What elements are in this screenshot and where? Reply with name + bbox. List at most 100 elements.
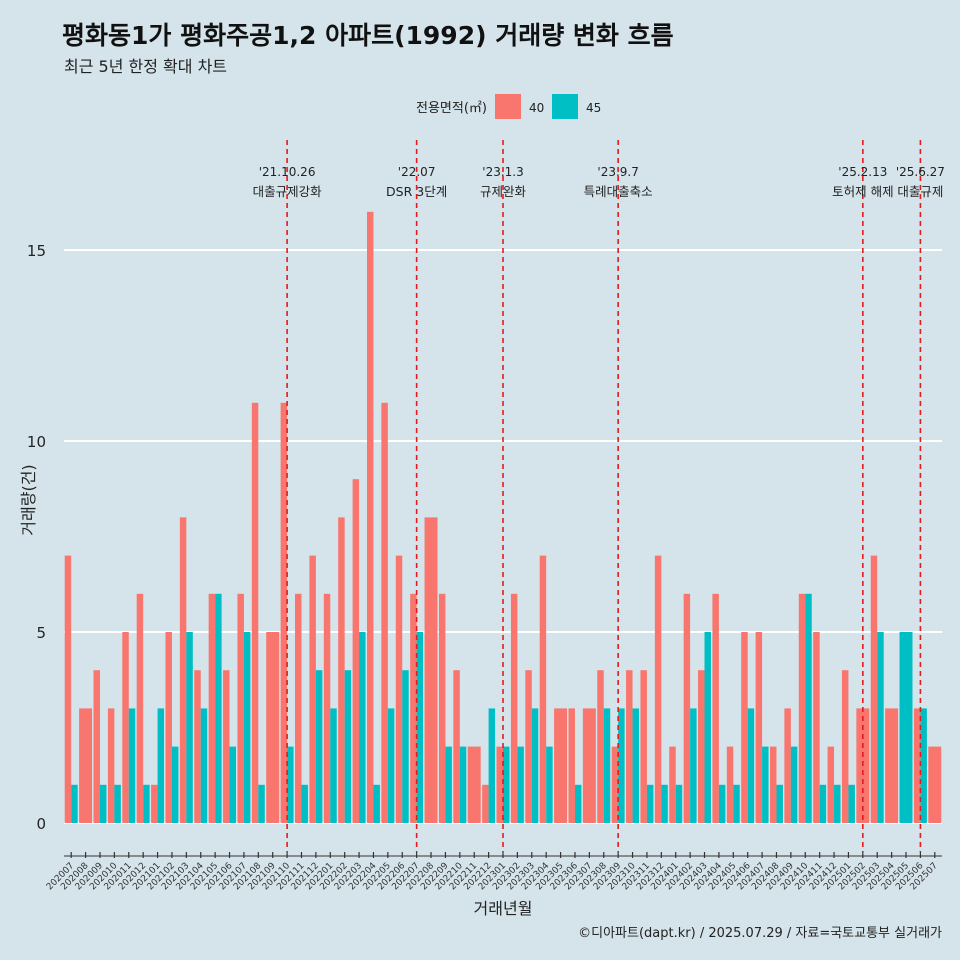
bar-45 bbox=[215, 593, 222, 823]
bar-40 bbox=[726, 746, 734, 823]
bar-40 bbox=[338, 517, 345, 823]
bar-45 bbox=[99, 784, 107, 823]
bar-40 bbox=[626, 670, 633, 823]
bar-40 bbox=[741, 632, 748, 823]
bar-45 bbox=[762, 746, 769, 823]
bar-40 bbox=[295, 593, 302, 823]
bar-45 bbox=[445, 746, 452, 823]
legend-swatch-45 bbox=[552, 94, 578, 119]
bar-45 bbox=[776, 784, 783, 823]
bar-40 bbox=[381, 402, 388, 823]
bar-40 bbox=[366, 211, 374, 824]
legend-swatch-40 bbox=[495, 94, 521, 119]
bar-40 bbox=[410, 593, 417, 823]
bar-45 bbox=[546, 746, 553, 823]
bar-40 bbox=[611, 746, 619, 823]
bar-40 bbox=[640, 670, 647, 823]
bar-40 bbox=[251, 402, 259, 823]
bar-40 bbox=[438, 593, 446, 823]
bar-40 bbox=[582, 708, 596, 823]
bar-40 bbox=[510, 593, 518, 823]
bar-45 bbox=[819, 784, 827, 823]
event-name-label: 대출규제 bbox=[897, 184, 943, 199]
bar-45 bbox=[287, 746, 294, 823]
event-date-label: '25.6.27 bbox=[896, 165, 945, 179]
bar-40 bbox=[568, 708, 575, 823]
bar-40 bbox=[870, 555, 878, 823]
bar-45 bbox=[805, 593, 812, 823]
event-name-label: 토허제 해제 bbox=[832, 184, 893, 199]
bar-45 bbox=[503, 746, 510, 823]
bar-40 bbox=[352, 479, 360, 823]
bar-40 bbox=[223, 670, 230, 823]
bar-40 bbox=[669, 746, 676, 823]
legend-label: 45 bbox=[586, 101, 601, 115]
bar-40 bbox=[453, 670, 460, 823]
bar-40 bbox=[467, 746, 481, 823]
event-date-label: '21.10.26 bbox=[259, 165, 316, 179]
bar-45 bbox=[143, 784, 150, 823]
bar-45 bbox=[646, 784, 654, 823]
bar-40 bbox=[554, 708, 568, 823]
bar-45 bbox=[517, 746, 524, 823]
bar-40 bbox=[841, 670, 849, 823]
bar-40 bbox=[395, 555, 403, 823]
bar-40 bbox=[712, 593, 719, 823]
bar-45 bbox=[747, 708, 755, 823]
bar-40 bbox=[165, 632, 172, 823]
event-date-label: '23.1.3 bbox=[482, 165, 523, 179]
bar-45 bbox=[531, 708, 539, 823]
bar-40 bbox=[784, 708, 791, 823]
legend-label: 40 bbox=[529, 101, 544, 115]
bar-45 bbox=[128, 708, 136, 823]
bar-40 bbox=[179, 517, 187, 823]
event-date-label: '25.2.13 bbox=[838, 165, 887, 179]
bar-45 bbox=[733, 784, 740, 823]
bar-45 bbox=[848, 784, 855, 823]
event-name-label: 규제완화 bbox=[480, 184, 527, 199]
bar-40 bbox=[424, 517, 438, 823]
bar-45 bbox=[618, 708, 625, 823]
bar-40 bbox=[266, 632, 280, 823]
chart-caption: ©디아파트(dapt.kr) / 2025.07.29 / 자료=국토교통부 실… bbox=[578, 926, 942, 941]
event-name-label: 특례대출축소 bbox=[584, 184, 653, 199]
bar-45 bbox=[488, 708, 496, 823]
bar-40 bbox=[698, 670, 705, 823]
bar-45 bbox=[790, 746, 798, 823]
y-tick-label: 10 bbox=[27, 433, 46, 451]
bar-40 bbox=[79, 708, 93, 823]
event-name-label: DSR 3단계 bbox=[386, 184, 447, 199]
bar-40 bbox=[151, 784, 158, 823]
bar-45 bbox=[243, 632, 251, 823]
bar-45 bbox=[402, 670, 409, 823]
bar-45 bbox=[718, 784, 726, 823]
event-date-label: '22.07 bbox=[398, 165, 436, 179]
bar-45 bbox=[200, 708, 208, 823]
y-tick-label: 15 bbox=[27, 242, 46, 260]
bar-40 bbox=[827, 746, 835, 823]
bar-40 bbox=[93, 670, 100, 823]
bar-45 bbox=[920, 708, 927, 823]
y-tick-label: 5 bbox=[36, 624, 46, 642]
bar-40 bbox=[539, 555, 547, 823]
bar-40 bbox=[309, 555, 316, 823]
event-name-label: 대출규제강화 bbox=[253, 184, 323, 199]
bar-45 bbox=[574, 784, 582, 823]
bar-40 bbox=[136, 593, 144, 823]
bar-45 bbox=[373, 784, 380, 823]
bar-45 bbox=[661, 784, 668, 823]
bar-40 bbox=[208, 593, 216, 823]
bar-40 bbox=[798, 593, 806, 823]
bar-40 bbox=[813, 632, 820, 823]
bar-45 bbox=[632, 708, 640, 823]
legend-title: 전용면적(㎡) bbox=[416, 101, 487, 116]
bar-45 bbox=[899, 632, 913, 823]
bar-45 bbox=[315, 670, 323, 823]
event-date-label: '23.9.7 bbox=[597, 165, 638, 179]
bar-45 bbox=[258, 784, 265, 823]
bar-40 bbox=[525, 670, 532, 823]
bar-40 bbox=[496, 746, 503, 823]
bar-40 bbox=[755, 632, 763, 823]
